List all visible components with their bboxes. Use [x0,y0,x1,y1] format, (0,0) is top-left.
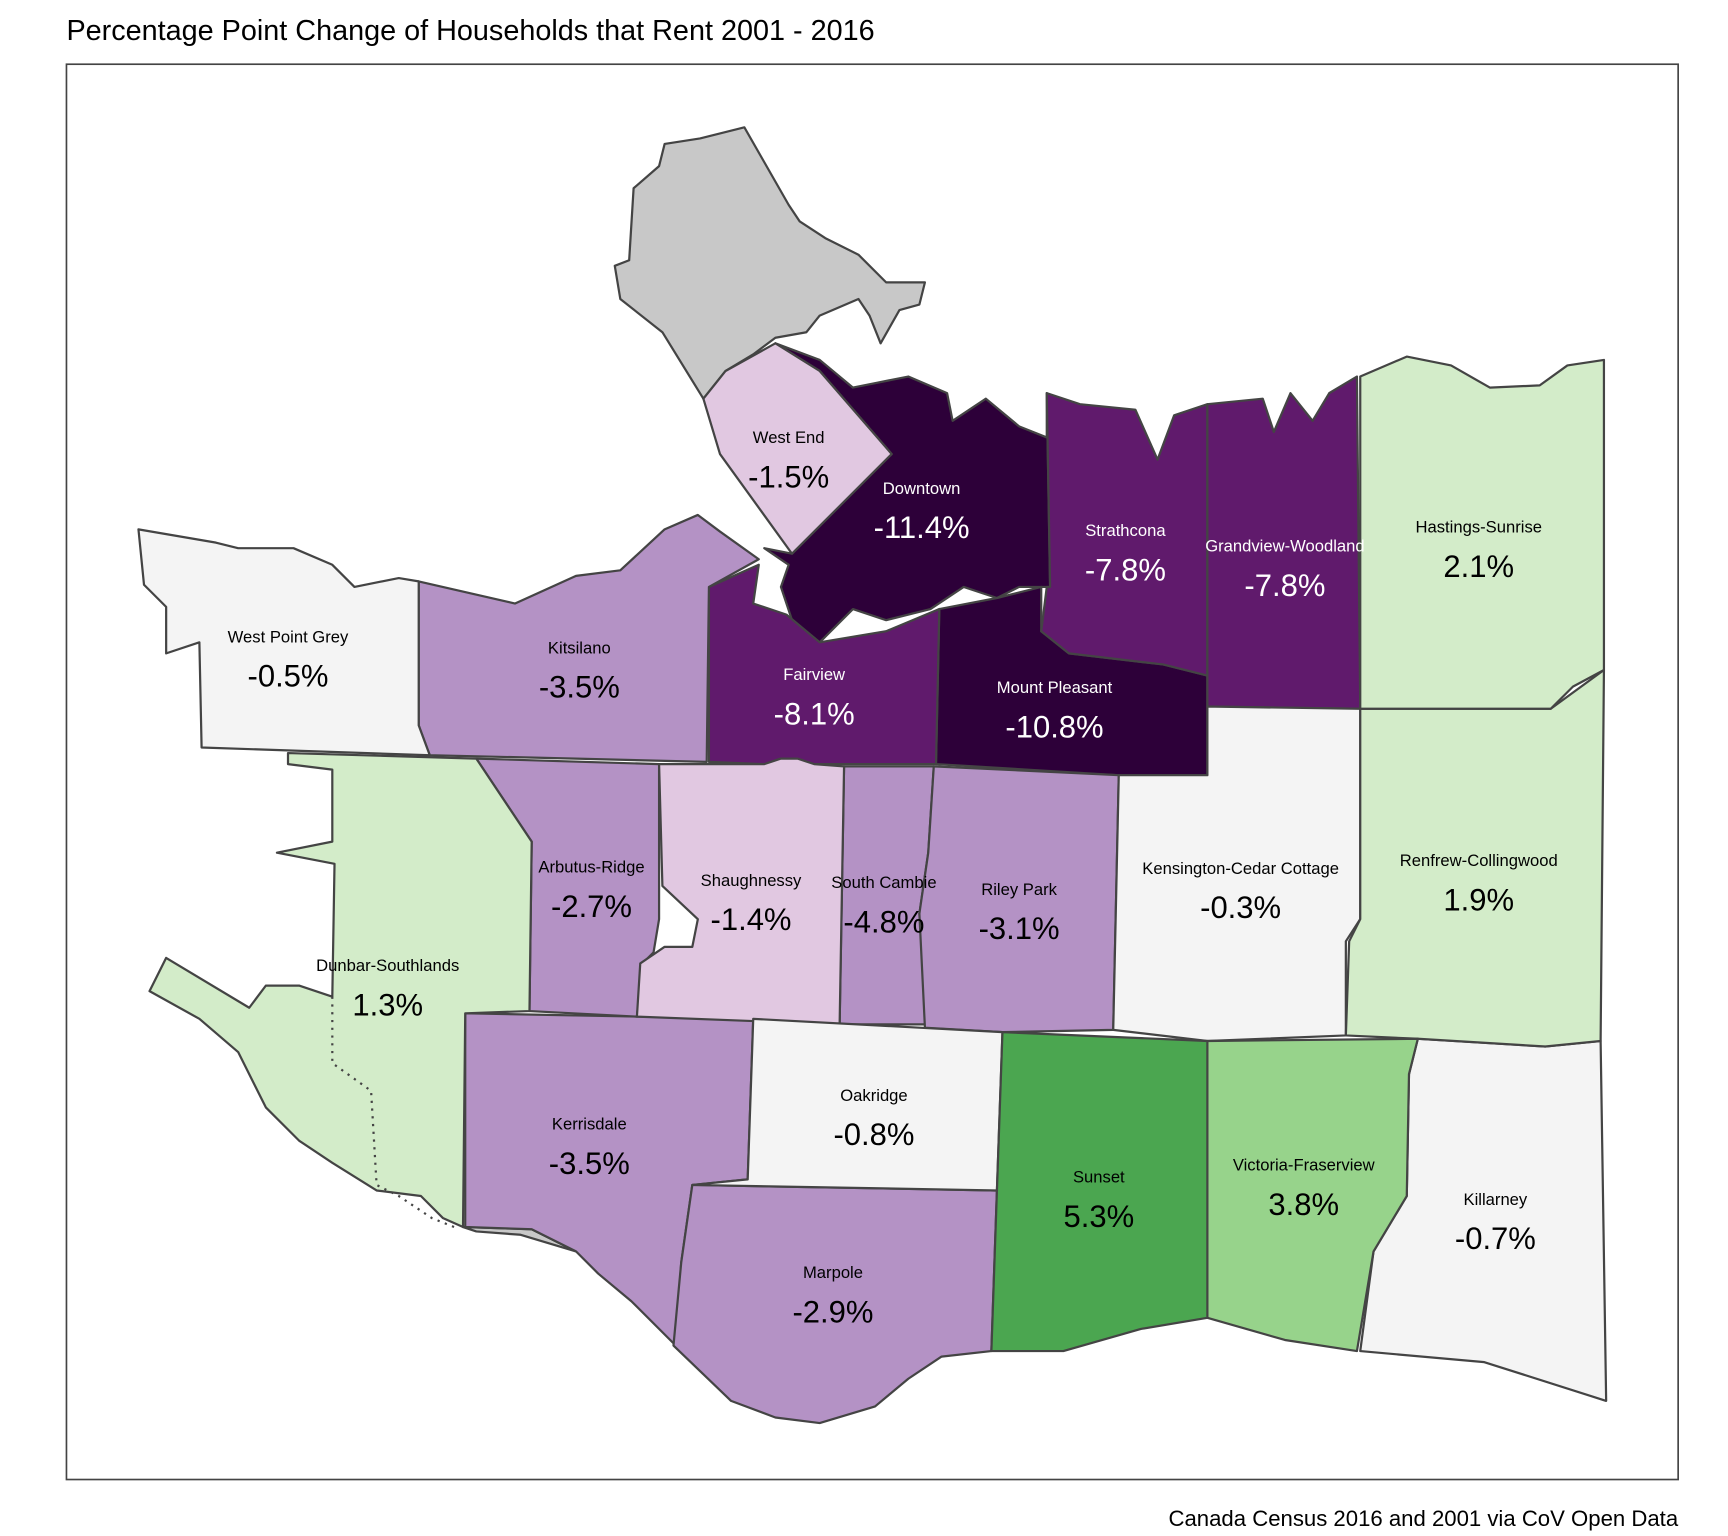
region-name-label: Downtown [883,479,961,498]
caption: Canada Census 2016 and 2001 via CoV Open… [1168,1506,1678,1531]
region-name-label: South Cambie [831,873,936,892]
region-value-label: -0.5% [248,659,329,694]
region-value-label: 2.1% [1443,549,1514,584]
region-south-cambie [838,765,935,1026]
region-value-label: -3.5% [549,1146,630,1181]
region-downtown [763,342,1052,644]
region-value-label: -0.7% [1455,1221,1536,1256]
region-name-label: Riley Park [981,880,1057,899]
region-sunset [990,1031,1209,1353]
region-value-label: -4.8% [843,904,924,939]
region-dunbar-southlands [148,751,533,1229]
dotted-boundary [331,996,455,1229]
region-value-label: -0.3% [1200,890,1281,925]
region-name-label: Mount Pleasant [997,678,1113,697]
region-value-label: -7.8% [1244,568,1325,603]
region-shaughnessy [635,757,846,1026]
region-value-label: -3.1% [979,911,1060,946]
region-value-label: -1.5% [748,459,829,494]
region-riley-park [918,765,1120,1034]
region-value-label: 1.9% [1443,882,1514,917]
region-value-label: -8.1% [774,696,855,731]
region-value-label: -2.7% [551,889,632,924]
region-name-label: West Point Grey [228,627,349,646]
region-name-label: Kitsilano [548,638,611,657]
region-value-label: -7.8% [1085,552,1166,587]
region-name-label: Marpole [803,1263,863,1282]
region-stanley-park [613,126,927,400]
region-name-label: Kensington-Cedar Cottage [1142,859,1339,878]
region-value-label: 3.8% [1268,1187,1339,1222]
region-renfrew-collingwood [1344,668,1606,1048]
region-name-label: Hastings-Sunrise [1416,518,1542,537]
region-value-label: -3.5% [539,670,620,705]
region-west-point-grey [137,528,431,757]
region-value-label: 1.3% [352,988,423,1023]
region-name-label: Dunbar-Southlands [316,956,459,975]
region-hastings-sunrise [1359,355,1606,710]
region-oakridge [691,1017,1004,1192]
region-name-label: Renfrew-Collingwood [1400,851,1558,870]
region-name-label: Killarney [1464,1190,1528,1209]
region-name-label: Kerrisdale [552,1115,627,1134]
region-name-label: Strathcona [1085,521,1166,540]
region-value-label: -0.8% [833,1117,914,1152]
chart-title: Percentage Point Change of Households th… [66,15,874,47]
region-name-label: Oakridge [840,1086,907,1105]
region-name-label: Grandview-Woodland [1205,536,1364,555]
region-name-label: Fairview [783,665,846,684]
region-value-label: 5.3% [1063,1199,1134,1234]
region-name-label: Sunset [1073,1168,1125,1187]
region-name-label: West End [753,428,825,447]
region-kitsilano [417,513,760,764]
region-value-label: -2.9% [792,1294,873,1329]
region-name-label: Shaughnessy [701,871,802,890]
region-kensington-cedar-cottage [1112,705,1362,1043]
region-name-label: Victoria-Fraserview [1233,1156,1376,1175]
region-west-end [702,342,893,555]
region-value-label: -10.8% [1005,710,1103,745]
region-value-label: -11.4% [874,510,970,545]
region-victoria-fraserview [1206,1037,1419,1353]
region-value-label: -1.4% [711,902,792,937]
region-name-label: Arbutus-Ridge [538,858,644,877]
